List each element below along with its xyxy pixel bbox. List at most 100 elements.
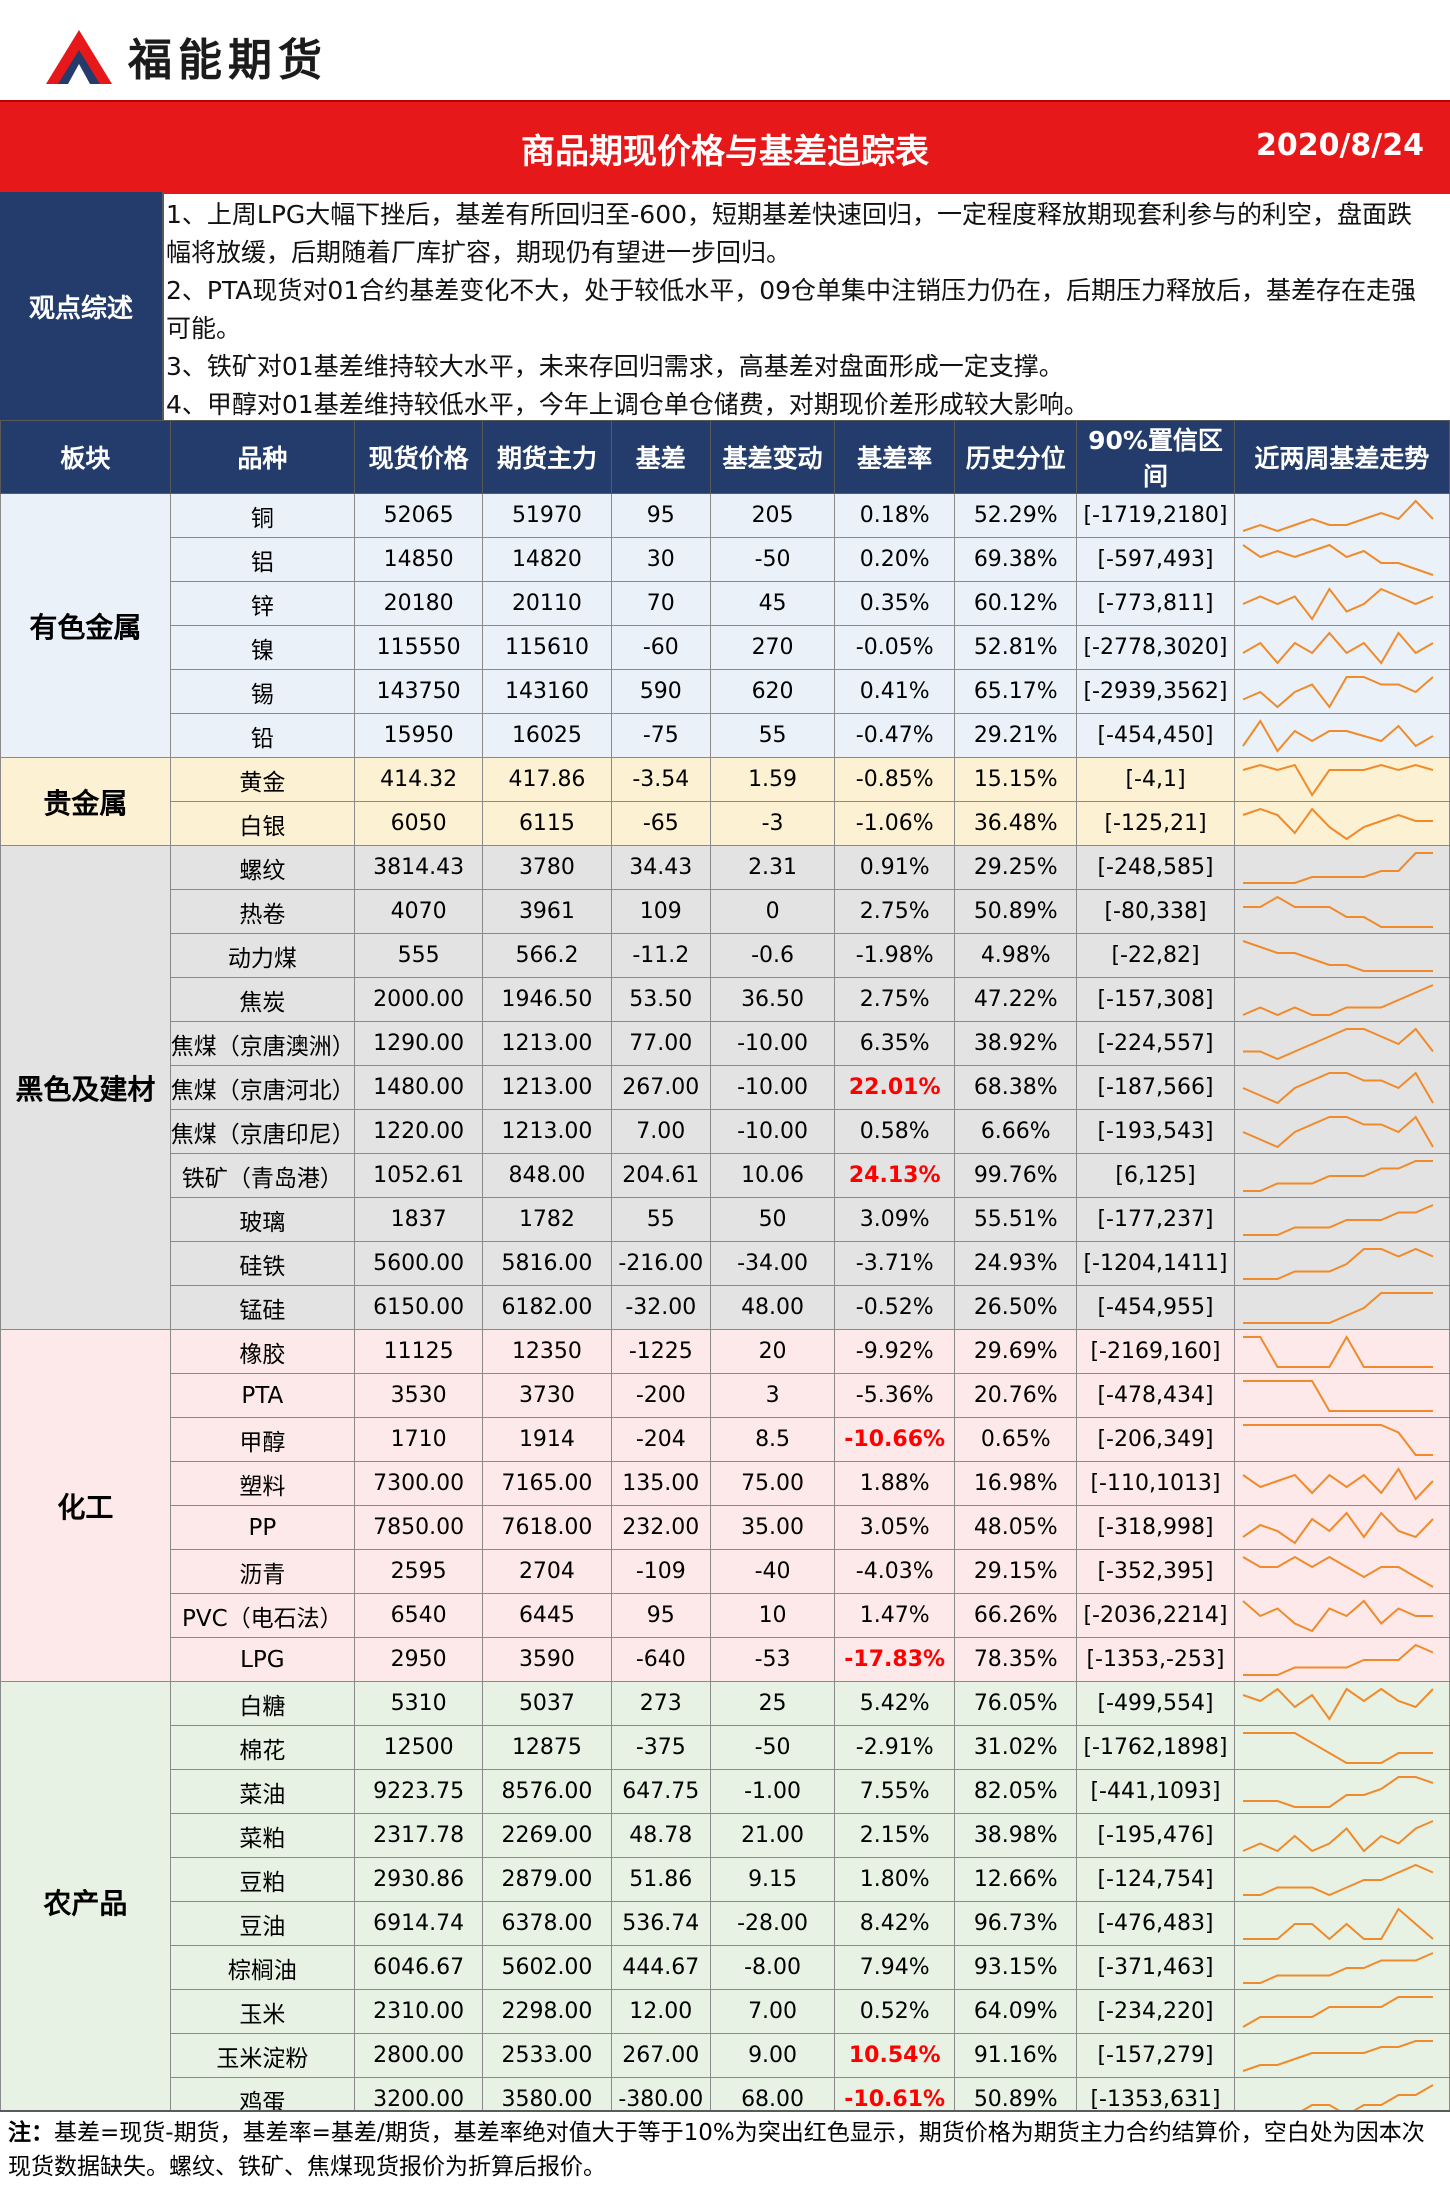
basis-change-cell: 55 — [709, 713, 836, 758]
table-row: 贵金属 黄金 414.32 417.86 -3.54 1.59 -0.85% 15.15% [-… — [0, 757, 1450, 846]
basis-change-cell: 35.00 — [709, 1505, 836, 1550]
confidence-interval-cell: [-80,338] — [1076, 889, 1235, 934]
futures-price-cell: 6378.00 — [482, 1901, 612, 1946]
basis-cell: 536.74 — [610, 1901, 711, 1946]
basis-cell: 53.50 — [610, 977, 711, 1022]
spot-price-cell: 52065 — [353, 493, 484, 538]
sparkline-line — [1242, 1159, 1433, 1192]
basis-rate-cell: -1.06% — [834, 801, 956, 846]
basis-change-cell: -40 — [709, 1549, 836, 1594]
basis-rate-cell: 8.42% — [834, 1901, 956, 1946]
table-row: 镍 115550 115610 -60 270 -0.05% 52.81% [-2778,30… — [1, 625, 1450, 670]
basis-cell: -32.00 — [610, 1285, 711, 1330]
product-name-cell: 热卷 — [169, 889, 355, 934]
basis-rate-cell: -4.03% — [834, 1549, 956, 1594]
table-row: 热卷 4070 3961 109 0 2.75% 50.89% [-80,338] — [1, 889, 1450, 934]
trend-sparkline-cell — [1233, 757, 1450, 802]
basis-table: 板块 品种 现货价格 期货主力 基差 基差变动 基差率 历史分位 90%置信区间 近两周基差走势 … — [0, 420, 1450, 2122]
table-row: 硅铁 5600.00 5816.00 -216.00 -34.00 -3.71% 24.93… — [1, 1241, 1450, 1286]
opinion-text: 1、上周LPG大幅下挫后，基差有所回归至-600，短期基差快速回归，一定程度释放… — [166, 196, 1436, 424]
futures-price-cell: 7618.00 — [482, 1505, 612, 1550]
sparkline-line — [1242, 1687, 1434, 1721]
trend-sparkline-cell — [1233, 1945, 1450, 1990]
trend-sparkline-cell — [1233, 1197, 1450, 1242]
trend-sparkline-cell — [1233, 537, 1450, 582]
confidence-interval-cell: [-2778,3020] — [1076, 625, 1235, 670]
basis-cell: -1225 — [610, 1329, 711, 1374]
trend-sparkline-cell — [1233, 1813, 1450, 1858]
futures-price-cell: 3730 — [482, 1373, 612, 1418]
column-header: 基差 — [610, 420, 711, 494]
spot-price-cell: 5310 — [353, 1681, 484, 1726]
confidence-interval-cell: [-110,1013] — [1076, 1461, 1235, 1506]
product-name-cell: 塑料 — [169, 1461, 355, 1506]
spot-price-cell: 1052.61 — [353, 1153, 484, 1198]
basis-cell: -200 — [610, 1373, 711, 1418]
basis-trend-sparkline — [1242, 586, 1434, 621]
page-title: 商品期现价格与基差追踪表 — [521, 132, 929, 172]
hist-percentile-cell: 0.65% — [954, 1417, 1078, 1462]
hist-percentile-cell: 31.02% — [954, 1725, 1078, 1770]
basis-trend-sparkline — [1242, 1203, 1434, 1236]
title-bar: 商品期现价格与基差追踪表 2020/8/24 — [0, 100, 1450, 194]
futures-price-cell: 51970 — [482, 493, 612, 538]
basis-change-cell: 270 — [709, 625, 836, 670]
sparkline-line — [1242, 1819, 1434, 1852]
basis-cell: 34.43 — [610, 845, 711, 890]
futures-price-cell: 8576.00 — [482, 1769, 612, 1814]
basis-trend-sparkline — [1242, 1510, 1434, 1544]
hist-percentile-cell: 24.93% — [954, 1241, 1078, 1286]
product-name-cell: 锌 — [169, 581, 355, 626]
spot-price-cell: 143750 — [353, 669, 484, 714]
basis-rate-cell: 5.42% — [834, 1681, 956, 1726]
spot-price-cell: 1480.00 — [353, 1065, 484, 1110]
futures-price-cell: 5037 — [482, 1681, 612, 1726]
trend-sparkline-cell — [1233, 1241, 1450, 1286]
sparkline-line — [1242, 983, 1434, 1016]
basis-change-cell: 48.00 — [709, 1285, 836, 1330]
hist-percentile-cell: 15.15% — [954, 757, 1078, 802]
sparkline-line — [1242, 895, 1433, 928]
spot-price-cell: 9223.75 — [353, 1769, 484, 1814]
basis-rate-cell: -0.05% — [834, 625, 956, 670]
hist-percentile-cell: 65.17% — [954, 669, 1078, 714]
hist-percentile-cell: 64.09% — [954, 1989, 1078, 2034]
opinion-label: 观点综述 — [0, 192, 164, 420]
table-row: 棉花 12500 12875 -375 -50 -2.91% 31.02% [-1762,18… — [1, 1725, 1450, 1770]
basis-cell: 48.78 — [610, 1813, 711, 1858]
basis-change-cell: 20 — [709, 1329, 836, 1374]
trend-sparkline-cell — [1233, 713, 1450, 758]
sparkline-line — [1242, 763, 1433, 797]
table-row: 化工 橡胶 11125 12350 -1225 20 -9.92% 29.69% [-2169,… — [0, 1329, 1450, 1682]
spot-price-cell: 14850 — [353, 537, 484, 582]
table-body: 有色金属铜 52065 51970 95 205 0.18% 52.29% [-1719,21… — [0, 493, 1450, 2122]
sparkline-line — [1242, 543, 1433, 576]
basis-trend-sparkline — [1242, 1291, 1433, 1324]
product-name-cell: 玻璃 — [169, 1197, 355, 1242]
trend-sparkline-cell — [1233, 1505, 1450, 1550]
hist-percentile-cell: 68.38% — [954, 1065, 1078, 1110]
basis-cell: 70 — [610, 581, 711, 626]
hist-percentile-cell: 29.69% — [954, 1329, 1078, 1374]
confidence-interval-cell: [-454,450] — [1076, 713, 1235, 758]
hist-percentile-cell: 26.50% — [954, 1285, 1078, 1330]
spot-price-cell: 6046.67 — [353, 1945, 484, 1990]
basis-rate-cell: 3.09% — [834, 1197, 956, 1242]
product-name-cell: 菜粕 — [169, 1813, 355, 1858]
sparkline-line — [1242, 1334, 1433, 1368]
table-row: LPG 2950 3590 -640 -53 -17.83% 78.35% [-1353,-2… — [1, 1637, 1450, 1682]
hist-percentile-cell: 52.29% — [954, 493, 1078, 538]
product-name-cell: 白银 — [169, 801, 355, 846]
hist-percentile-cell: 93.15% — [954, 1945, 1078, 1990]
basis-change-cell: -28.00 — [709, 1901, 836, 1946]
confidence-interval-cell: [-1204,1411] — [1076, 1241, 1235, 1286]
trend-sparkline-cell — [1233, 933, 1450, 978]
futures-price-cell: 2704 — [482, 1549, 612, 1594]
report-date: 2020/8/24 — [1255, 128, 1424, 163]
basis-cell: 77.00 — [610, 1021, 711, 1066]
confidence-interval-cell: [-157,308] — [1076, 977, 1235, 1022]
basis-trend-sparkline — [1242, 1951, 1434, 1984]
basis-rate-cell: 0.52% — [834, 1989, 956, 2034]
sector-cell: 化工 — [0, 1329, 171, 1682]
spot-price-cell: 2930.86 — [353, 1857, 484, 1902]
